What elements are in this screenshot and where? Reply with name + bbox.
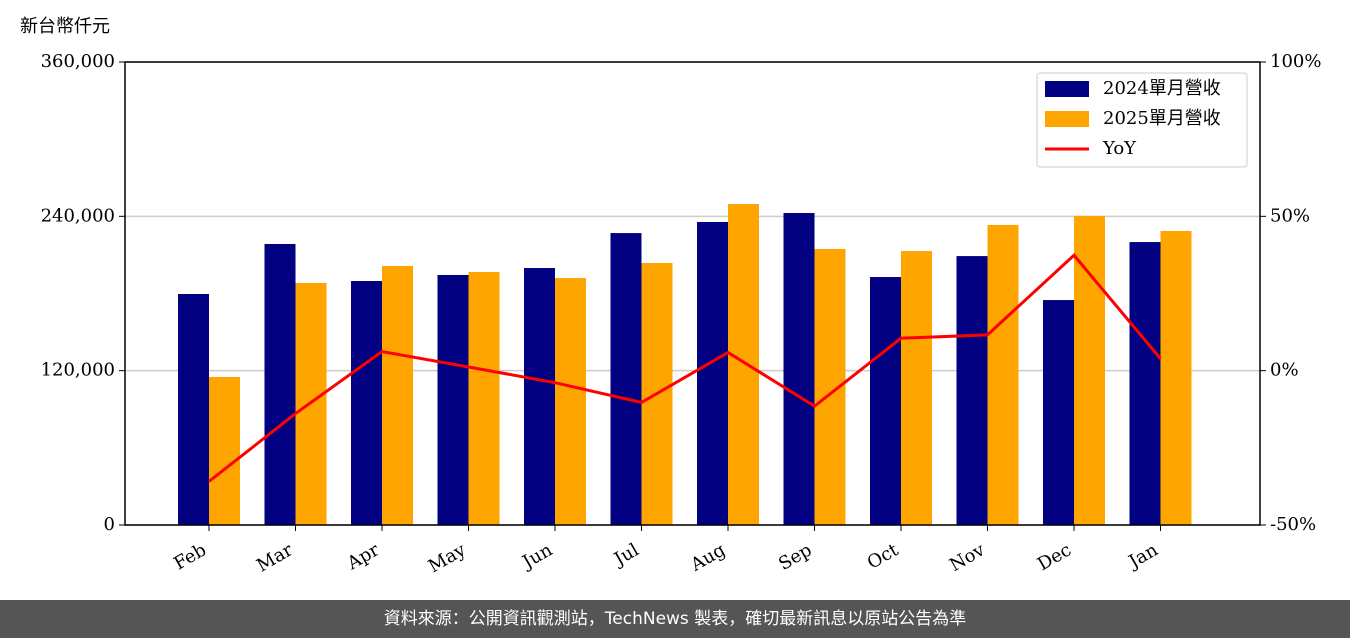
legend-label: 2025單月營收 (1103, 108, 1221, 129)
legend-box (1036, 72, 1248, 168)
bar (870, 277, 901, 525)
x-tick-label: Jan (1124, 539, 1162, 573)
x-tick-label: Feb (170, 539, 210, 574)
bar (209, 376, 240, 525)
x-tick-label: Nov (946, 539, 989, 576)
bar (697, 221, 728, 525)
y2-tick-label: 0% (1270, 360, 1299, 381)
x-tick-label: Dec (1034, 539, 1075, 575)
bar (468, 272, 500, 525)
y-tick-label: 0 (104, 514, 115, 535)
bar (901, 251, 932, 525)
bar (1160, 230, 1192, 525)
legend-swatch (1045, 111, 1089, 127)
y2-tick-label: -50% (1270, 514, 1316, 535)
bar (351, 281, 382, 525)
x-tick-label: Apr (343, 539, 383, 574)
y2-tick-label: 50% (1270, 205, 1310, 226)
bar (437, 274, 469, 525)
bar (555, 278, 586, 525)
footer: 資料來源：公開資訊觀測站，TechNews 製表，確切最新訊息以原站公告為準 (384, 609, 966, 629)
x-tick-label: Aug (686, 539, 729, 576)
x-tick-label: Sep (775, 539, 815, 574)
bar (610, 233, 642, 525)
bar (1043, 300, 1074, 525)
bar (987, 224, 1019, 526)
bar (1129, 242, 1161, 526)
legend-label: YoY (1102, 138, 1137, 159)
bar (264, 243, 296, 525)
x-tick-label: Jun (517, 539, 556, 574)
axes-frame (124, 61, 1261, 526)
bar (524, 268, 555, 525)
x-tick-label: May (425, 539, 470, 577)
y-tick-label: 360,000 (41, 51, 115, 72)
footer-bar (0, 600, 1350, 638)
yoy-line (208, 253, 1162, 483)
x-tick-label: Oct (864, 539, 903, 574)
bar (956, 256, 988, 525)
legend-swatch (1045, 81, 1089, 97)
bar (783, 212, 815, 525)
x-tick-label: Jul (609, 539, 643, 571)
y2-tick-label: 100% (1270, 51, 1321, 72)
legend-label: 2024單月營收 (1103, 78, 1221, 99)
bar (1074, 215, 1105, 525)
bar (728, 203, 759, 525)
y-axis-label: 新台幣仟元 (20, 16, 110, 37)
y-tick-label: 240,000 (41, 205, 115, 226)
bar (382, 265, 413, 525)
y-tick-label: 120,000 (41, 360, 115, 381)
x-tick-label: Mar (253, 539, 297, 576)
bar (178, 294, 209, 525)
